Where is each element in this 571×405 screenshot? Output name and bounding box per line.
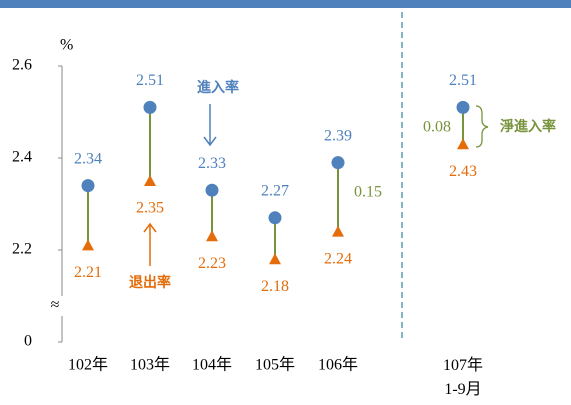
exit-label: 2.24 xyxy=(324,250,352,267)
net-label: 0.08 xyxy=(423,119,451,136)
entry-name: 進入率 xyxy=(197,79,239,96)
x-tick-label: 103年 xyxy=(130,356,170,374)
y-tick-label: 2.4 xyxy=(12,149,32,166)
x-tick-label: 104年 xyxy=(192,356,232,374)
top-bar xyxy=(0,0,571,8)
net-label: 0.15 xyxy=(354,184,382,201)
net-name: 淨進入率 xyxy=(500,118,556,135)
exit-marker xyxy=(332,225,344,237)
exit-marker xyxy=(457,138,469,150)
entry-label: 2.27 xyxy=(261,182,289,199)
y-unit: % xyxy=(60,37,73,54)
exit-marker xyxy=(206,230,218,242)
exit-marker xyxy=(144,175,156,186)
y-tick-label: 0 xyxy=(24,333,32,350)
exit-label: 2.35 xyxy=(136,200,164,217)
exit-label: 2.18 xyxy=(261,278,289,295)
entry-dot xyxy=(456,100,470,114)
entry-dot xyxy=(205,183,219,197)
axis-break: ≈ xyxy=(51,297,60,314)
entry-label: 2.51 xyxy=(136,72,164,89)
entry-label: 2.33 xyxy=(198,155,226,172)
x-tick-label: 107年 1-9月 xyxy=(443,356,483,398)
brace xyxy=(475,105,489,148)
arrow xyxy=(203,104,217,147)
x-tick-label: 102年 xyxy=(68,356,108,374)
entry-dot xyxy=(331,156,345,170)
x-tick-label: 105年 xyxy=(255,356,295,374)
exit-marker xyxy=(82,239,94,251)
exit-label: 2.23 xyxy=(198,255,226,272)
exit-label: 2.21 xyxy=(74,264,102,281)
exit-label: 2.43 xyxy=(449,163,477,180)
entry-label: 2.39 xyxy=(324,127,352,144)
entry-dot xyxy=(143,100,157,114)
arrow xyxy=(143,222,157,266)
entry-label: 2.51 xyxy=(449,72,477,89)
x-tick-label: 106年 xyxy=(318,356,358,374)
entry-dot xyxy=(81,179,95,193)
y-tick-label: 2.6 xyxy=(12,57,32,74)
exit-name: 退出率 xyxy=(129,274,171,291)
entry-label: 2.34 xyxy=(74,150,102,167)
entry-dot xyxy=(268,211,282,225)
y-tick-label: 2.2 xyxy=(12,241,32,258)
exit-marker xyxy=(269,253,281,265)
